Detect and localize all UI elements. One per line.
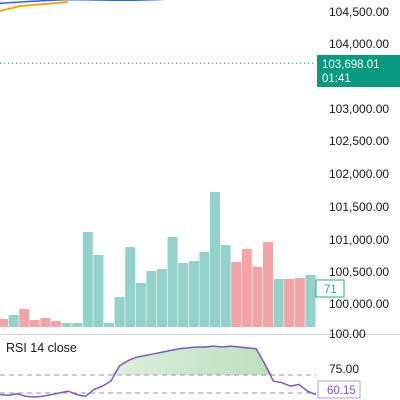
price-axis-label: 102,500.00 <box>329 134 389 148</box>
price-axis-label: 104,000.00 <box>329 37 389 51</box>
last-price-value: 103,698.01 <box>322 59 380 71</box>
rsi-level-label: 75.00 <box>329 362 359 376</box>
rsi-overbought-fill <box>0 346 316 375</box>
price-axis-label-partial: 100.00 <box>329 327 366 341</box>
volume-bar <box>146 271 157 327</box>
volume-bar <box>19 309 30 327</box>
moving-average-line <box>0 1 69 12</box>
price-axis-label: 104,500.00 <box>329 5 389 19</box>
volume-bar <box>0 319 8 327</box>
rsi-value-tag <box>317 380 361 399</box>
volume-bar <box>72 323 83 327</box>
volume-bar <box>29 320 40 327</box>
price-axis-label: 100,000.00 <box>329 297 389 311</box>
volume-bar <box>273 279 284 327</box>
volume-bar <box>82 232 93 327</box>
volume-bar <box>241 249 252 327</box>
volume-bar <box>263 242 273 327</box>
volume-bar <box>220 245 231 327</box>
rsi-value-label: 60.15 <box>327 385 356 397</box>
volume-bar <box>8 315 19 327</box>
price-axis-label: 101,500.00 <box>329 200 389 214</box>
rsi-line <box>0 345 317 398</box>
volume-bar <box>157 269 167 327</box>
volume-bar <box>252 267 263 327</box>
volume-bar <box>93 255 104 327</box>
volume-bar <box>294 278 305 327</box>
volume-bar <box>199 252 210 327</box>
last-price-tag <box>317 55 400 87</box>
price-pane[interactable] <box>0 0 316 64</box>
volume-bar <box>167 237 178 327</box>
volume-bar <box>188 261 199 327</box>
last-price-countdown: 01:41 <box>322 73 351 85</box>
volume-value-tag <box>315 279 345 298</box>
volume-bar <box>178 263 189 327</box>
rsi-pane[interactable]: RSI 14 close <box>0 341 317 398</box>
volume-bar <box>284 279 295 327</box>
price-axis-label: 102,000.00 <box>329 167 389 181</box>
volume-bar <box>135 283 146 327</box>
volume-bar <box>231 262 242 327</box>
volume-bar <box>40 318 51 327</box>
volume-bar <box>114 297 125 327</box>
price-line <box>0 0 166 4</box>
volume-bar <box>125 247 136 327</box>
volume-bar <box>51 321 61 327</box>
price-axis[interactable]: 104,500.00 104,000.00 103,000.00 102,500… <box>315 5 400 399</box>
volume-bar <box>104 323 114 327</box>
rsi-title: RSI 14 close <box>6 341 77 355</box>
price-axis-label: 101,000.00 <box>329 233 389 247</box>
volume-bar <box>210 192 220 327</box>
price-axis-label: 103,000.00 <box>329 102 389 116</box>
price-axis-label: 100,500.00 <box>329 265 389 279</box>
volume-pane <box>0 192 316 327</box>
volume-value-label: 71 <box>324 284 337 296</box>
volume-bar <box>61 323 72 327</box>
volume-bar <box>305 275 316 327</box>
